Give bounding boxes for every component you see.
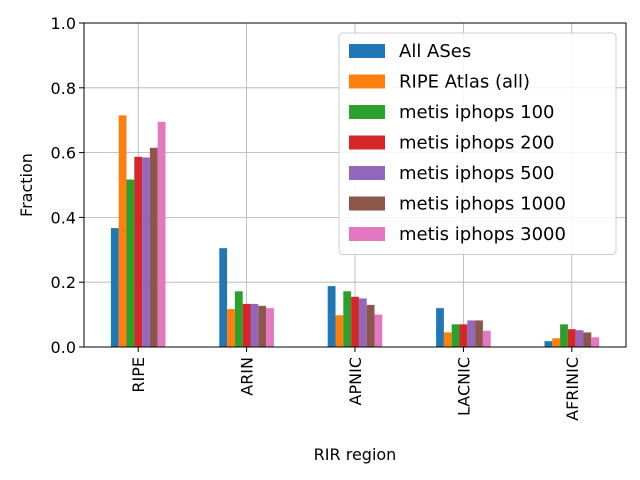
bar-ripe-atlas-all--arin	[227, 309, 235, 347]
legend-entry-label: metis iphops 500	[399, 163, 555, 184]
y-tick-label: 0.6	[51, 144, 76, 163]
legend-entry-label: RIPE Atlas (all)	[399, 72, 530, 93]
bar-metis-iphops-3000-arin	[266, 308, 274, 347]
legend-entry-label: metis iphops 1000	[399, 194, 566, 215]
y-tick-label: 0.0	[51, 338, 76, 357]
bar-all-ases-apnic	[327, 286, 336, 347]
bar-metis-iphops-200-ripe	[134, 156, 143, 347]
bar-metis-iphops-500-ripe	[142, 157, 150, 347]
bars	[110, 115, 600, 347]
x-axis-ticks: RIPE ARIN APNIC LACNIC AFRINIC	[129, 347, 582, 421]
y-axis-ticks: 0.0 0.2 0.4 0.6 0.8 1.0	[51, 14, 84, 357]
bar-metis-iphops-3000-lacnic	[482, 330, 491, 347]
bar-metis-iphops-3000-ripe	[157, 121, 166, 347]
x-tick-label-lacnic: LACNIC	[454, 357, 473, 416]
bar-metis-iphops-500-arin	[250, 303, 259, 347]
bar-metis-iphops-100-ripe	[126, 179, 135, 347]
x-tick-label-ripe: RIPE	[129, 357, 148, 393]
bar-metis-iphops-200-lacnic	[459, 324, 468, 347]
bar-metis-iphops-1000-ripe	[149, 147, 158, 347]
bar-metis-iphops-3000-afrinic	[591, 337, 600, 347]
x-tick-label-apnic: APNIC	[346, 357, 365, 405]
legend-swatch	[349, 227, 385, 241]
legend-entry-label: All ASes	[399, 41, 471, 62]
bar-ripe-atlas-all--lacnic	[443, 332, 452, 347]
y-tick-label: 1.0	[51, 14, 76, 33]
y-tick-label: 0.2	[51, 273, 76, 292]
bar-metis-iphops-1000-lacnic	[475, 320, 483, 347]
legend-entry-label: metis iphops 3000	[399, 224, 566, 245]
legend-swatch	[349, 196, 385, 211]
bar-all-ases-lacnic	[436, 308, 444, 347]
legend-entry-label: metis iphops 100	[399, 102, 555, 123]
legend: All ASes RIPE Atlas (all) metis iphops 100…	[338, 32, 617, 255]
y-tick-label: 0.4	[51, 208, 76, 227]
bar-all-ases-arin	[219, 248, 228, 347]
legend-box	[338, 32, 617, 255]
bar-ripe-atlas-all--apnic	[335, 315, 344, 347]
legend-swatch	[349, 74, 385, 89]
bar-metis-iphops-200-afrinic	[567, 329, 576, 347]
bar-metis-iphops-1000-arin	[258, 305, 267, 347]
bar-metis-iphops-200-arin	[242, 303, 251, 347]
legend-entry-label: metis iphops 200	[399, 133, 555, 154]
bar-metis-iphops-100-lacnic	[451, 324, 460, 347]
bar-all-ases-afrinic	[544, 341, 553, 347]
bar-metis-iphops-100-apnic	[343, 291, 352, 347]
x-tick-label-afrinic: AFRINIC	[563, 357, 582, 421]
bar-metis-iphops-200-apnic	[351, 296, 359, 347]
bar-metis-iphops-1000-apnic	[366, 304, 375, 347]
legend-swatch	[349, 105, 385, 119]
bar-metis-iphops-3000-apnic	[374, 314, 383, 347]
x-axis-label: RIR region	[314, 445, 397, 464]
bar-metis-iphops-100-arin	[234, 291, 243, 347]
bar-metis-iphops-500-lacnic	[467, 320, 476, 347]
bar-metis-iphops-100-afrinic	[560, 324, 568, 347]
y-axis-label: Fraction	[17, 153, 36, 217]
legend-swatch	[349, 135, 385, 150]
bar-ripe-atlas-all--afrinic	[552, 338, 561, 347]
x-tick-label-arin: ARIN	[238, 357, 257, 396]
y-tick-label: 0.8	[51, 79, 76, 98]
legend-swatch	[349, 166, 385, 180]
bar-metis-iphops-500-apnic	[358, 298, 367, 347]
bar-ripe-atlas-all--ripe	[118, 115, 127, 347]
legend-swatch	[349, 44, 385, 58]
bar-metis-iphops-1000-afrinic	[583, 332, 592, 347]
bar-all-ases-ripe	[110, 228, 119, 347]
bar-metis-iphops-500-afrinic	[575, 330, 584, 347]
